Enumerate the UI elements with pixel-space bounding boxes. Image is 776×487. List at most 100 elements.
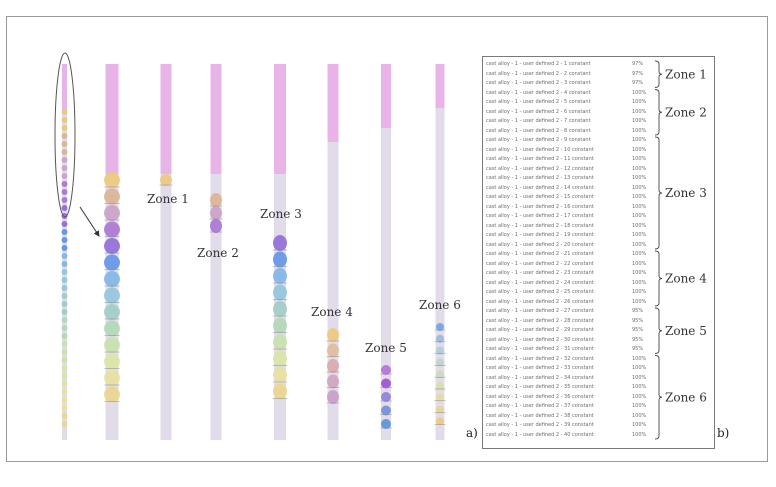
- row-percentage: 100%: [632, 393, 647, 400]
- table-row: cast alloy - 1 - user defined 2 - 29 con…: [486, 326, 656, 336]
- row-percentage: 95%: [632, 317, 644, 324]
- table-row: cast alloy - 1 - user defined 2 - 36 con…: [486, 393, 656, 403]
- column-bead: [273, 383, 287, 400]
- row-label: cast alloy - 1 - user defined 2 - 35 con…: [486, 384, 594, 390]
- row-label: cast alloy - 1 - user defined 2 - 5 cons…: [486, 99, 591, 105]
- row-percentage: 100%: [632, 137, 647, 143]
- column-bead: [104, 337, 120, 353]
- column-bead: [104, 353, 120, 370]
- thin-column-bead: [61, 373, 68, 379]
- thin-column-bead: [61, 277, 68, 283]
- row-label: cast alloy - 1 - user defined 2 - 31 con…: [486, 346, 594, 352]
- column-bead: [327, 390, 339, 404]
- row-percentage: 100%: [632, 355, 647, 362]
- column-bead: [327, 374, 339, 389]
- row-percentage: 100%: [632, 365, 647, 371]
- row-label: cast alloy - 1 - user defined 2 - 38 con…: [486, 412, 594, 419]
- column-bead: [273, 251, 287, 268]
- thin-column-bead: [61, 285, 68, 291]
- column-bead: [104, 254, 120, 271]
- column-shaft: [435, 64, 445, 440]
- column-bead: [327, 343, 339, 358]
- column-bead: [381, 419, 391, 429]
- table-row: cast alloy - 1 - user defined 2 - 33 con…: [486, 364, 656, 374]
- alloy-table-panel: cast alloy - 1 - user defined 2 - 1 cons…: [482, 56, 715, 449]
- table-row: cast alloy - 1 - user defined 2 - 34 con…: [486, 374, 656, 384]
- table-row: cast alloy - 1 - user defined 2 - 16 con…: [486, 203, 656, 213]
- column-bead: [104, 172, 120, 188]
- table-row: cast alloy - 1 - user defined 2 - 2 cons…: [486, 70, 656, 80]
- column-bead: [210, 193, 222, 207]
- zone-brace: [654, 89, 663, 136]
- row-label: cast alloy - 1 - user defined 2 - 1 cons…: [486, 61, 591, 67]
- row-label: cast alloy - 1 - user defined 2 - 33 con…: [486, 365, 594, 371]
- table-row: cast alloy - 1 - user defined 2 - 3 cons…: [486, 79, 656, 89]
- column-bead: [104, 287, 120, 304]
- brace-label-zone-2: Zone 2: [665, 105, 707, 119]
- thin-column-bead: [61, 205, 68, 211]
- thin-column-bead: [61, 149, 68, 155]
- column-bead: [273, 301, 287, 317]
- table-row: cast alloy - 1 - user defined 2 - 17 con…: [486, 212, 656, 222]
- row-percentage: 100%: [632, 298, 647, 305]
- column-bead: [104, 386, 120, 403]
- thin-column-bead: [61, 317, 68, 323]
- table-row: cast alloy - 1 - user defined 2 - 27 con…: [486, 307, 656, 317]
- row-percentage: 95%: [632, 336, 644, 343]
- column-bead: [160, 174, 172, 186]
- thin-column-bead: [61, 261, 68, 267]
- column-shaft: [210, 64, 222, 440]
- table-row: cast alloy - 1 - user defined 2 - 35 con…: [486, 383, 656, 393]
- column-bead: [436, 358, 444, 367]
- table-row: cast alloy - 1 - user defined 2 - 15 con…: [486, 193, 656, 203]
- row-label: cast alloy - 1 - user defined 2 - 39 con…: [486, 422, 594, 428]
- thin-column-cap: [62, 64, 67, 110]
- table-row: cast alloy - 1 - user defined 2 - 19 con…: [486, 231, 656, 241]
- row-label: cast alloy - 1 - user defined 2 - 3 cons…: [486, 80, 591, 86]
- row-label: cast alloy - 1 - user defined 2 - 22 con…: [486, 260, 594, 267]
- zone-columns: [104, 64, 446, 440]
- table-row: cast alloy - 1 - user defined 2 - 24 con…: [486, 279, 656, 289]
- table-row: cast alloy - 1 - user defined 2 - 23 con…: [486, 269, 656, 279]
- row-label: cast alloy - 1 - user defined 2 - 2 cons…: [486, 70, 591, 77]
- table-row: cast alloy - 1 - user defined 2 - 9 cons…: [486, 136, 656, 146]
- row-percentage: 100%: [632, 213, 647, 219]
- row-percentage: 100%: [632, 403, 647, 409]
- column-shaft: [381, 64, 391, 440]
- zone-label-2: Zone 2: [197, 246, 239, 260]
- pointer-arrow: [79, 206, 100, 237]
- table-row: cast alloy - 1 - user defined 2 - 18 con…: [486, 222, 656, 232]
- column-bead: [381, 405, 391, 416]
- column-cap: [274, 64, 286, 174]
- row-percentage: 100%: [632, 232, 647, 238]
- row-label: cast alloy - 1 - user defined 2 - 13 con…: [486, 175, 594, 181]
- thin-column-bead: [61, 349, 68, 355]
- column-bead: [273, 268, 287, 284]
- table-row: cast alloy - 1 - user defined 2 - 40 con…: [486, 431, 656, 441]
- thin-column-bead: [61, 237, 68, 243]
- row-label: cast alloy - 1 - user defined 2 - 15 con…: [486, 194, 594, 200]
- row-label: cast alloy - 1 - user defined 2 - 40 con…: [486, 431, 594, 438]
- column-bead: [273, 235, 287, 251]
- column-bead: [273, 350, 287, 367]
- row-label: cast alloy - 1 - user defined 2 - 19 con…: [486, 232, 594, 238]
- table-row: cast alloy - 1 - user defined 2 - 38 con…: [486, 412, 656, 422]
- row-percentage: 100%: [632, 203, 647, 210]
- row-percentage: 97%: [632, 61, 644, 67]
- thin-column-shaft: [62, 64, 67, 440]
- table-row: cast alloy - 1 - user defined 2 - 5 cons…: [486, 98, 656, 108]
- table-row: cast alloy - 1 - user defined 2 - 25 con…: [486, 288, 656, 298]
- brace-label-zone-4: Zone 4: [665, 272, 707, 286]
- zone-brace: [654, 136, 663, 250]
- column-bead: [104, 205, 120, 221]
- row-percentage: 100%: [632, 194, 647, 200]
- panel-label-a: a): [466, 426, 478, 440]
- thin-column-bead: [61, 117, 68, 123]
- column-bead: [104, 304, 120, 320]
- row-percentage: 100%: [632, 412, 647, 419]
- column-cap: [160, 64, 172, 174]
- row-percentage: 95%: [632, 346, 644, 352]
- thin-column-bead: [61, 269, 68, 275]
- table-row: cast alloy - 1 - user defined 2 - 39 con…: [486, 421, 656, 431]
- zone-brace: [654, 355, 663, 440]
